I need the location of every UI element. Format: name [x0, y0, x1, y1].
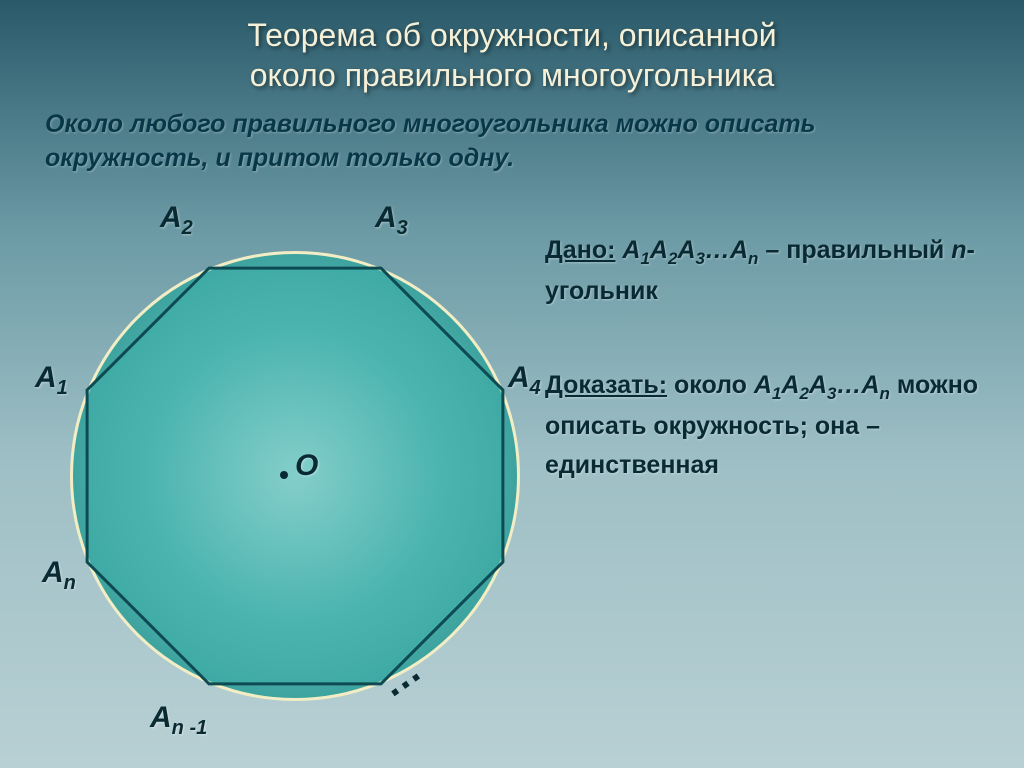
- vertex-label-A3: A3: [375, 201, 408, 240]
- given-heading: Дано:: [545, 236, 615, 264]
- theorem-statement: Около любого правильного многоугольника …: [0, 100, 1024, 186]
- center-label: O: [295, 449, 318, 483]
- diagram: O A1 A2 A3 A4 An An -1 …: [30, 186, 530, 746]
- content-area: O A1 A2 A3 A4 An An -1 … Дано: A1A2A3…An…: [0, 186, 1024, 746]
- given-block: Дано: A1A2A3…An – правильный n-угольник: [545, 231, 995, 311]
- vertex-label-An-1: An -1: [150, 701, 207, 740]
- vertex-label-A1: A1: [35, 361, 68, 400]
- prove-block: Доказать: около A1A2A3…An можно описать …: [545, 366, 995, 485]
- center-label-text: O: [295, 449, 318, 482]
- center-point: [280, 471, 288, 479]
- slide-title: Теорема об окружности, описанной около п…: [0, 0, 1024, 100]
- vertex-label-A4: A4: [508, 361, 541, 400]
- prove-heading: Доказать:: [545, 371, 667, 399]
- title-line-1: Теорема об окружности, описанной: [247, 17, 776, 53]
- proof-text: Дано: A1A2A3…An – правильный n-угольник …: [545, 231, 995, 540]
- vertex-label-An: An: [42, 556, 76, 595]
- vertex-label-A2: A2: [160, 201, 193, 240]
- title-line-2: около правильного многоугольника: [250, 57, 775, 93]
